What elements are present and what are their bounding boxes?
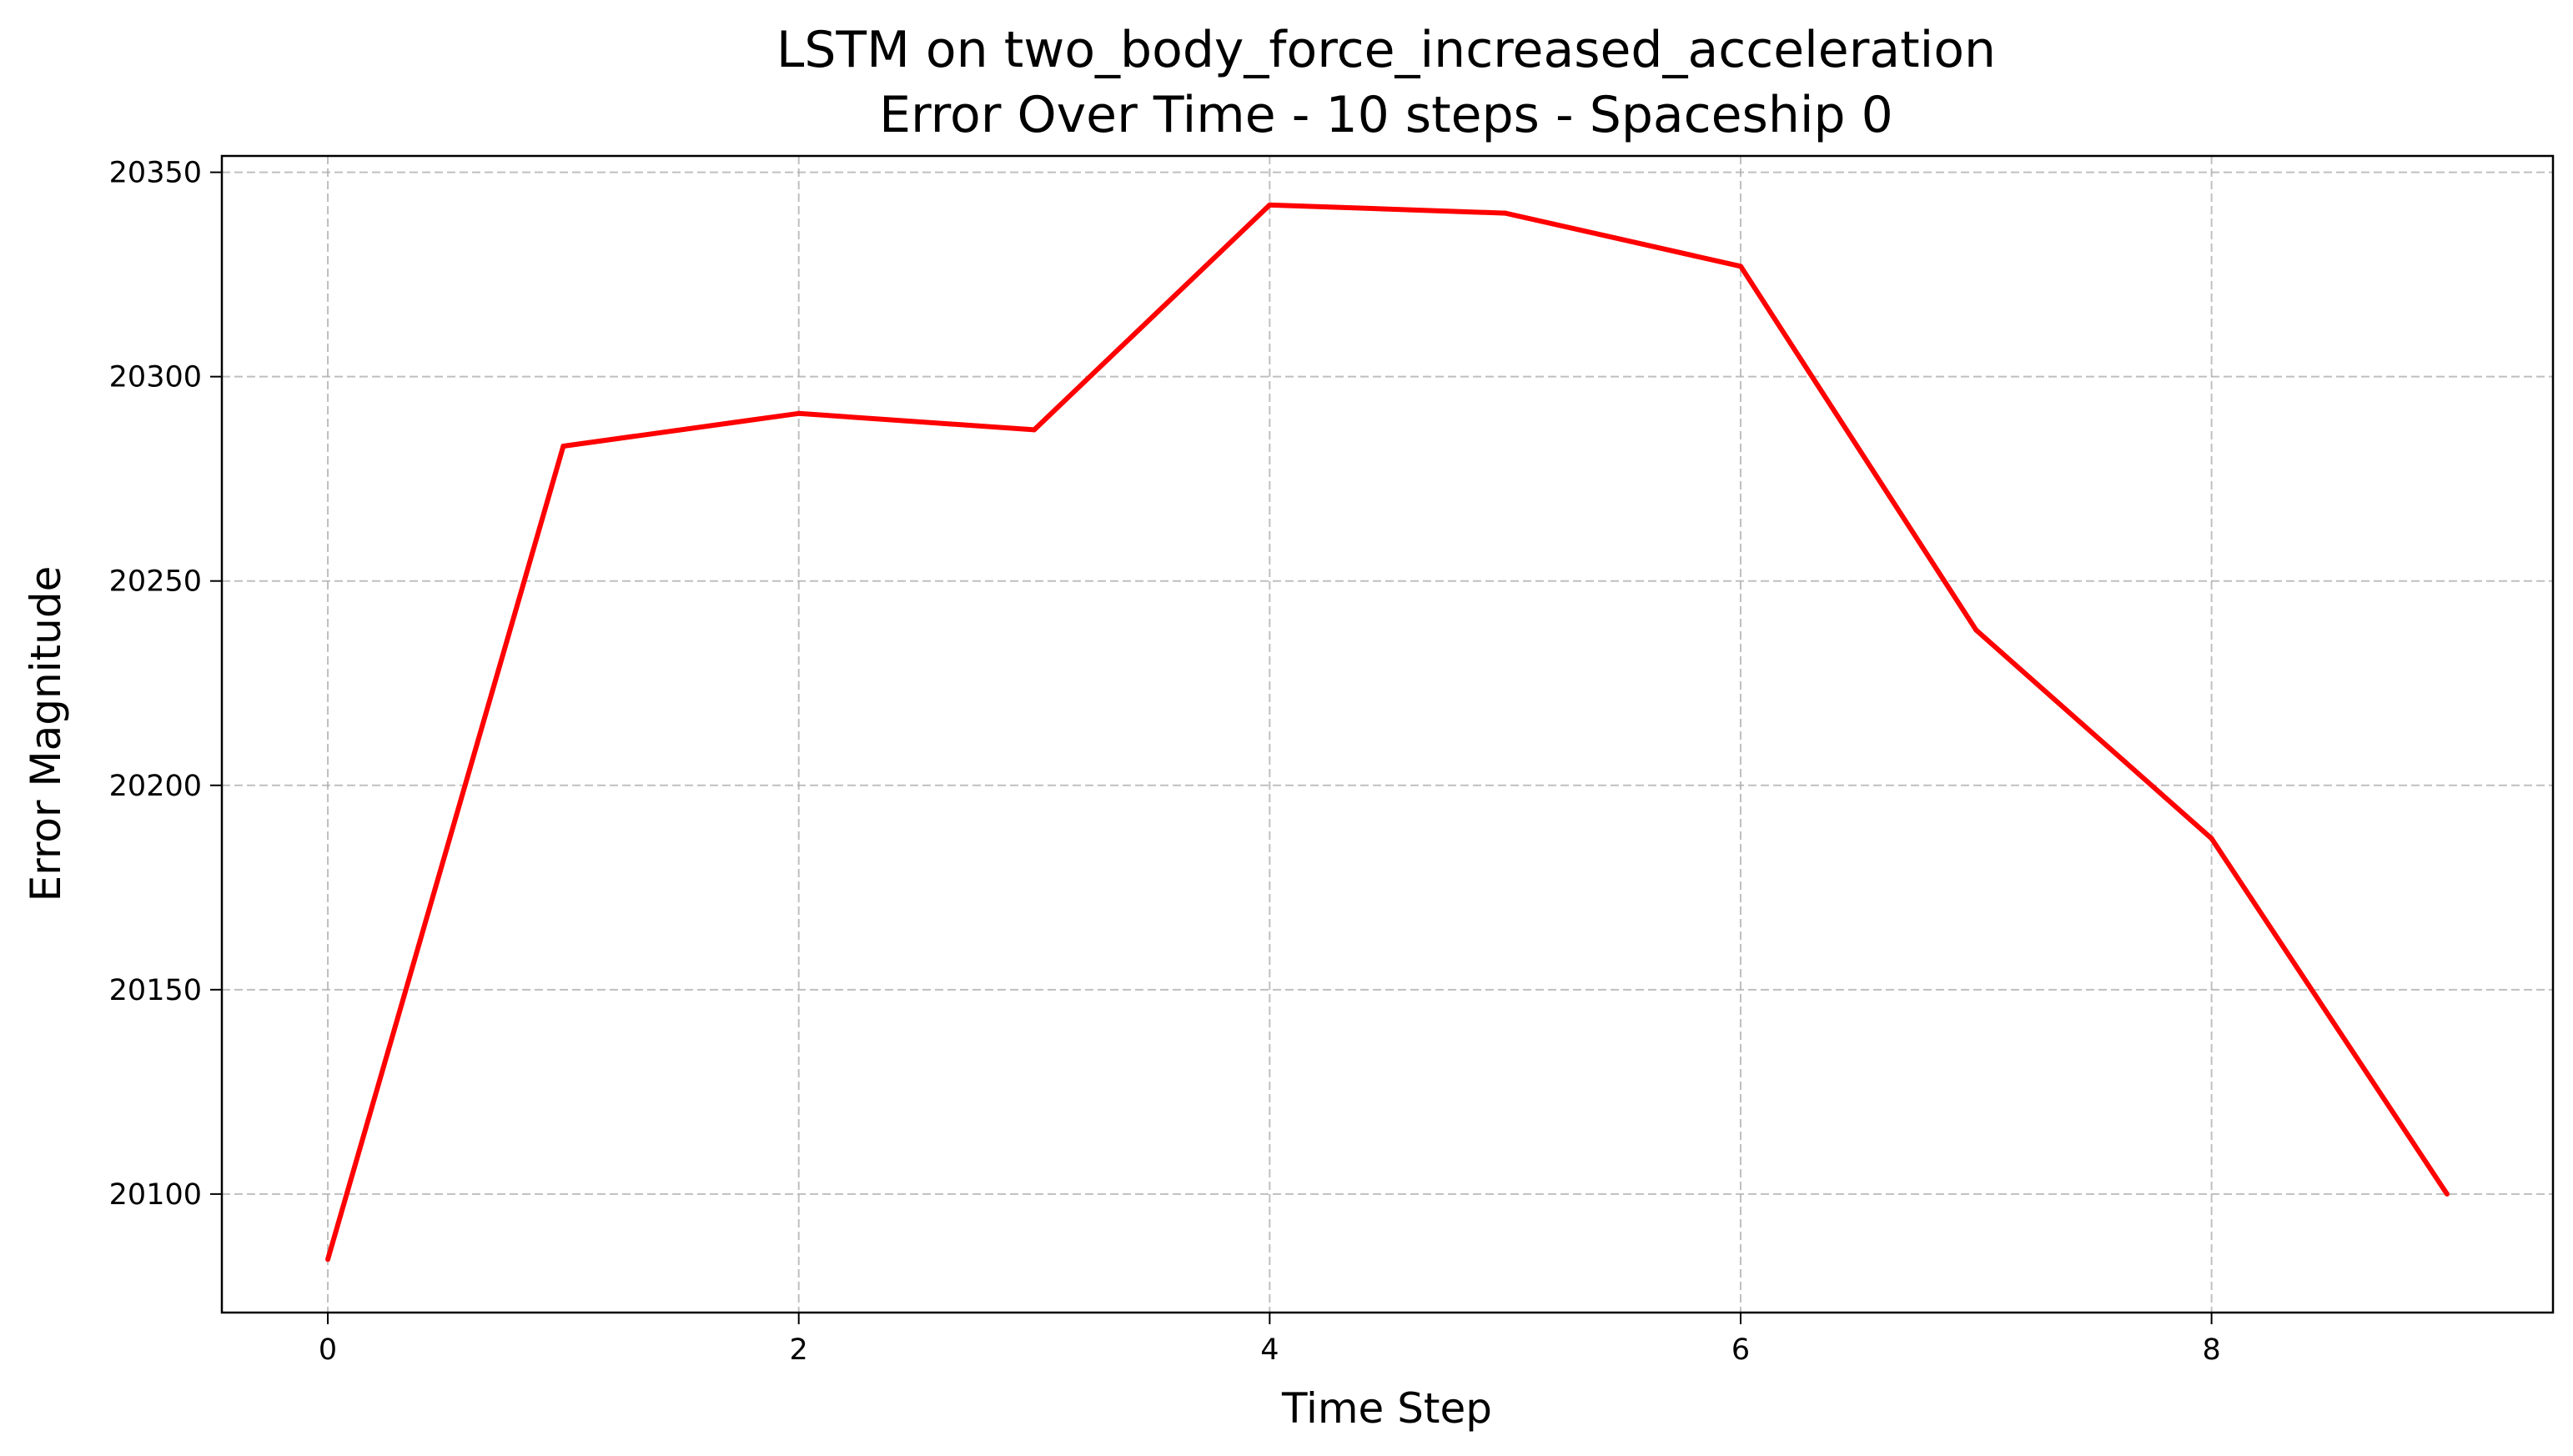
grid [222,156,2553,1313]
data-point [1032,427,1038,433]
x-tick-label: 4 [1260,1333,1279,1367]
y-axis-label: Error Magnitude [22,566,70,902]
x-tick-label: 2 [790,1333,808,1367]
x-tick-label: 0 [319,1333,337,1367]
series-plot [325,202,2450,1263]
y-tick-label: 20150 [109,974,202,1007]
x-axis-label: Time Step [1281,1384,1492,1433]
data-point [325,1257,331,1263]
data-point [2209,836,2214,841]
chart-subtitle: Error Over Time - 10 steps - Spaceship 0 [879,86,1893,144]
data-point [1502,210,1508,216]
axis-ticks: 0 2 4 6 8 20100 20150 20200 20250 20300 20350 [109,157,2221,1367]
x-tick-label: 8 [2202,1333,2220,1367]
y-tick-label: 20350 [109,157,202,190]
data-point [1737,264,1743,269]
chart-title: LSTM on two_body_force_increased_acceler… [776,21,1996,79]
x-tick-label: 6 [1731,1333,1750,1367]
data-point [1973,627,1979,633]
y-tick-label: 20100 [109,1178,202,1212]
y-tick-label: 20250 [109,565,202,599]
series-line [325,202,2450,1261]
y-tick-label: 20200 [109,770,202,803]
data-point [1267,202,1273,208]
data-point [796,410,802,416]
y-tick-label: 20300 [109,361,202,394]
data-point [560,443,566,449]
data-point [2444,1191,2450,1197]
plot-frame [220,154,2555,1314]
